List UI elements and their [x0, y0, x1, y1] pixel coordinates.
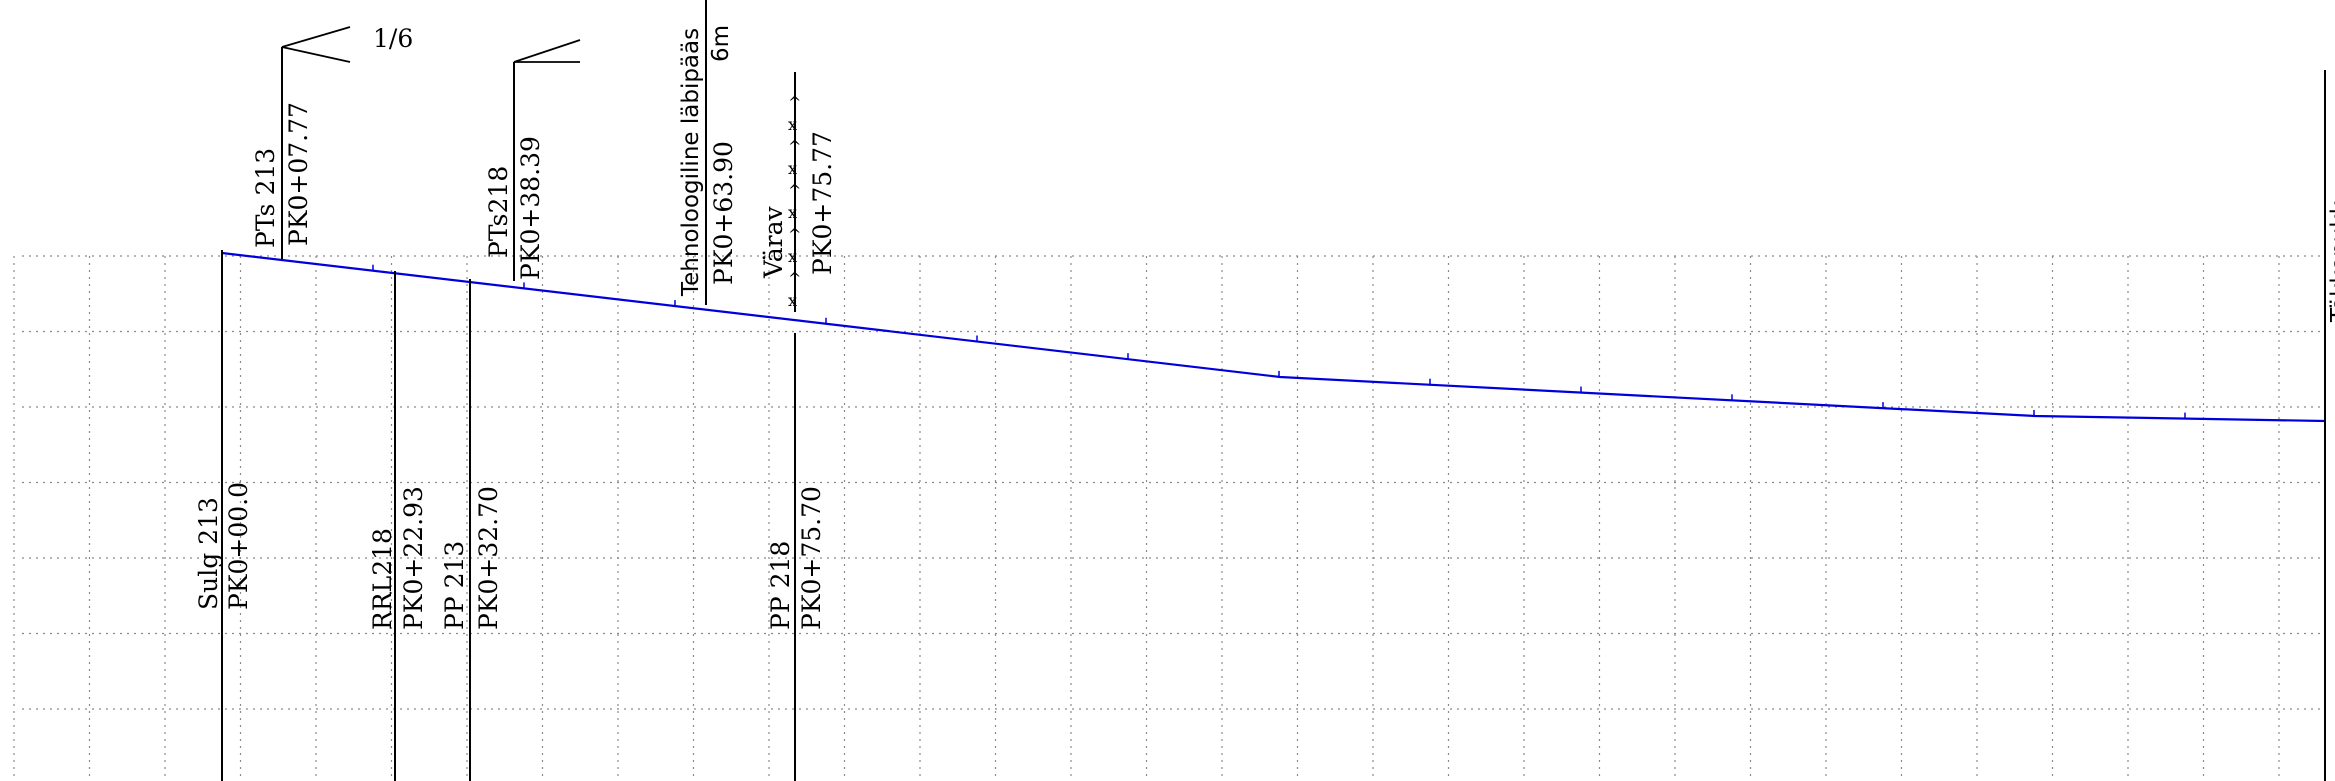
pp213-name: PP 213 [440, 541, 469, 630]
pts218-chainage: PK0+38.39 [516, 136, 545, 280]
gate-name: Värav [759, 205, 788, 279]
passage-width: 6m [708, 25, 734, 62]
pp213-chainage: PK0+32.70 [474, 486, 503, 630]
passage-chainage: PK0+63.90 [709, 141, 738, 285]
svg-text:^: ^ [788, 93, 801, 112]
svg-text:x: x [788, 247, 797, 266]
slope-flag-pts213 [281, 26, 351, 63]
passage-name: Tehnoloogiline läbipääs [678, 28, 704, 297]
sulg213-name: Sulg 213 [194, 497, 223, 610]
slope-flag-pts218 [513, 39, 581, 63]
track-tick-marks [372, 264, 2186, 419]
track-profile-line [221, 251, 2326, 423]
pts213-name: PTs 213 [251, 148, 280, 248]
sulg213-chainage: PK0+00.0 [224, 482, 253, 610]
svg-text:x: x [788, 115, 797, 134]
pts213-chainage: PK0+07.77 [284, 102, 313, 246]
rrl218-chainage: PK0+22.93 [399, 486, 428, 630]
svg-text:^: ^ [788, 269, 801, 288]
gate-marks: x ^ x ^ x ^ x ^ x ^ [788, 93, 801, 310]
slope-label: 1/6 [373, 24, 413, 53]
station-lines [221, 0, 2326, 781]
rrl218-name: RRL218 [368, 528, 397, 630]
svg-text:x: x [788, 291, 797, 310]
svg-text:^: ^ [788, 225, 801, 244]
svg-text:x: x [788, 159, 797, 178]
background-grid [13, 255, 2325, 781]
pp218-name: PP 218 [766, 541, 795, 630]
svg-text:x: x [788, 203, 797, 222]
gate-chainage: PK0+75.77 [808, 131, 837, 275]
svg-text:^: ^ [788, 137, 801, 156]
pp218-chainage: PK0+75.70 [797, 486, 826, 630]
pts218-name: PTs218 [484, 166, 513, 258]
buffer-stop-label: Tökkepukk [2327, 200, 2335, 323]
svg-text:^: ^ [788, 181, 801, 200]
